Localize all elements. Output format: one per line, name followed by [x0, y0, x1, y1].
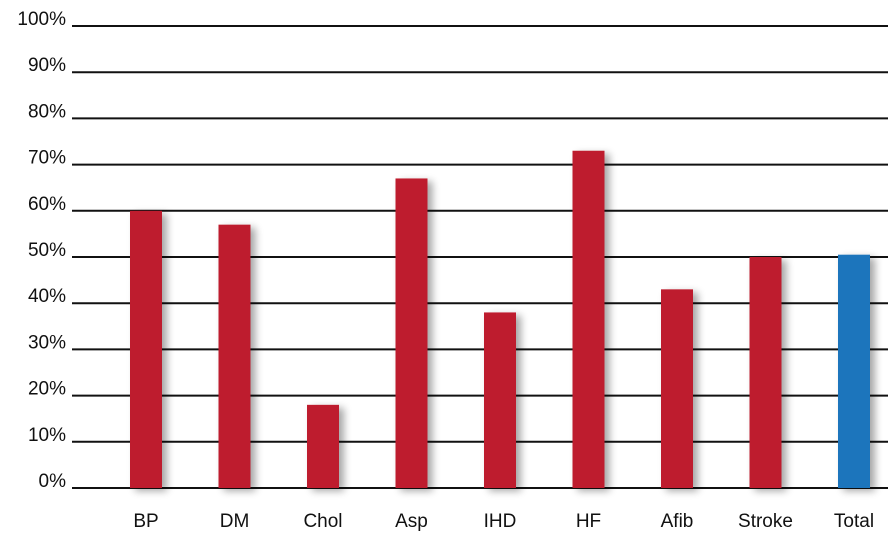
x-category-label: Asp	[395, 511, 428, 532]
y-tick-label: 40%	[28, 286, 66, 307]
x-category-label: Stroke	[738, 511, 793, 532]
bar-hf	[572, 150, 605, 489]
y-tick-label: 50%	[28, 240, 66, 261]
y-tick-label: 60%	[28, 194, 66, 215]
bar-bp	[130, 210, 162, 489]
x-category-label: BP	[133, 511, 158, 532]
x-axis-category-labels: BP DM Chol Asp IHD HF Afib Stroke Total	[133, 511, 874, 532]
x-category-label: Chol	[303, 511, 342, 532]
y-tick-label: 90%	[28, 55, 66, 76]
y-tick-label: 20%	[28, 379, 66, 400]
bar-dm	[218, 224, 251, 488]
y-tick-label: 10%	[28, 425, 66, 446]
bar-afib	[661, 289, 693, 488]
y-tick-label: 100%	[17, 9, 66, 30]
y-tick-label: 30%	[28, 332, 66, 353]
bar-stroke	[749, 257, 782, 488]
x-category-label: HF	[576, 511, 601, 532]
x-category-label: IHD	[484, 511, 517, 532]
bars	[130, 150, 870, 489]
y-tick-label: 70%	[28, 148, 66, 169]
bar-asp	[395, 178, 428, 488]
bar-chol	[307, 404, 339, 488]
gridlines	[72, 25, 888, 489]
y-tick-label: 80%	[28, 101, 66, 122]
x-category-label: DM	[220, 511, 250, 532]
bar-total	[838, 254, 870, 488]
x-category-label: Afib	[661, 511, 694, 532]
x-category-label: Total	[834, 511, 874, 532]
y-tick-label: 0%	[39, 471, 67, 492]
bar-ihd	[484, 312, 516, 488]
y-axis-tick-labels: 0% 10% 20% 30% 40% 50% 60% 70% 80% 90% 100%	[17, 9, 66, 492]
